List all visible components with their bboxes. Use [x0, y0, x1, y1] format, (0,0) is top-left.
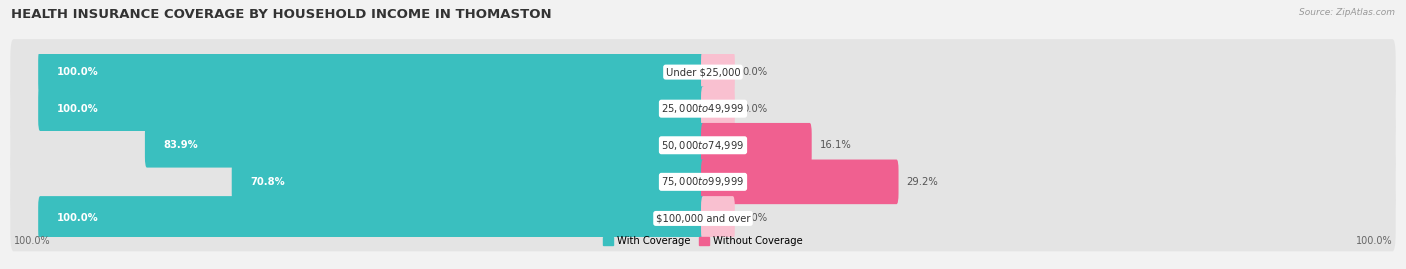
Text: $75,000 to $99,999: $75,000 to $99,999 — [661, 175, 745, 188]
FancyBboxPatch shape — [38, 86, 704, 131]
Text: HEALTH INSURANCE COVERAGE BY HOUSEHOLD INCOME IN THOMASTON: HEALTH INSURANCE COVERAGE BY HOUSEHOLD I… — [11, 8, 553, 21]
FancyBboxPatch shape — [702, 196, 735, 241]
FancyBboxPatch shape — [702, 86, 735, 131]
FancyBboxPatch shape — [10, 76, 1396, 141]
FancyBboxPatch shape — [702, 123, 811, 168]
Text: Under $25,000: Under $25,000 — [665, 67, 741, 77]
Text: 0.0%: 0.0% — [742, 104, 768, 114]
FancyBboxPatch shape — [10, 39, 1396, 105]
Text: 29.2%: 29.2% — [907, 177, 938, 187]
Legend: With Coverage, Without Coverage: With Coverage, Without Coverage — [603, 236, 803, 246]
Text: $25,000 to $49,999: $25,000 to $49,999 — [661, 102, 745, 115]
FancyBboxPatch shape — [38, 50, 704, 94]
FancyBboxPatch shape — [10, 149, 1396, 215]
Text: 100.0%: 100.0% — [56, 213, 98, 224]
FancyBboxPatch shape — [10, 186, 1396, 251]
FancyBboxPatch shape — [145, 123, 704, 168]
FancyBboxPatch shape — [38, 196, 704, 241]
Text: 100.0%: 100.0% — [14, 236, 51, 246]
Text: 100.0%: 100.0% — [56, 67, 98, 77]
Text: 16.1%: 16.1% — [820, 140, 852, 150]
Text: 83.9%: 83.9% — [163, 140, 198, 150]
Text: 100.0%: 100.0% — [1355, 236, 1392, 246]
FancyBboxPatch shape — [10, 112, 1396, 178]
Text: 70.8%: 70.8% — [250, 177, 285, 187]
Text: 0.0%: 0.0% — [742, 213, 768, 224]
Text: 0.0%: 0.0% — [742, 67, 768, 77]
FancyBboxPatch shape — [702, 50, 735, 94]
Text: Source: ZipAtlas.com: Source: ZipAtlas.com — [1299, 8, 1395, 17]
FancyBboxPatch shape — [232, 160, 704, 204]
Text: 100.0%: 100.0% — [56, 104, 98, 114]
Text: $50,000 to $74,999: $50,000 to $74,999 — [661, 139, 745, 152]
Text: $100,000 and over: $100,000 and over — [655, 213, 751, 224]
FancyBboxPatch shape — [702, 160, 898, 204]
